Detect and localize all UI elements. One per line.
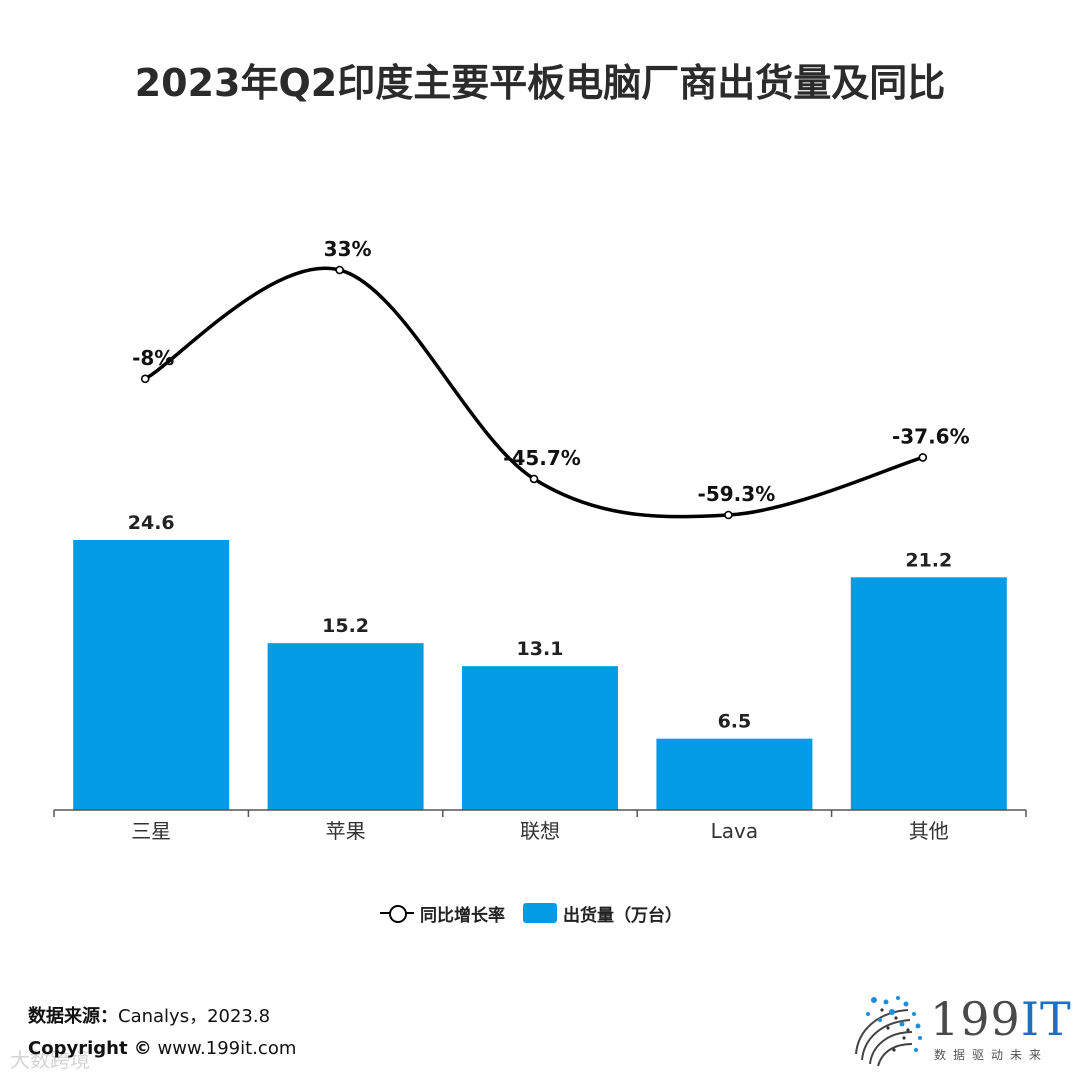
yoy-data-label: -8% <box>132 346 174 370</box>
bar-4 <box>850 577 1007 810</box>
watermark: 大数跨境 <box>10 1048 90 1072</box>
x-tick-label: 其他 <box>909 819 949 843</box>
yoy-point <box>529 474 539 484</box>
logo: 199IT 数据驱动未来 <box>848 990 1071 1070</box>
bar-2 <box>462 666 618 810</box>
legend: 同比增长率 出货量（万台） <box>380 898 682 928</box>
legend-line-label: 同比增长率 <box>420 905 505 926</box>
yoy-line-layer: -8% 33% -45.7% -59.3% -37.6% <box>132 237 970 520</box>
yoy-point <box>140 374 150 384</box>
bar-labels-layer: 24.6 15.2 13.1 6.5 21.2 <box>128 512 952 733</box>
logo-text-main: 199 <box>930 992 1021 1046</box>
copyright-value: www.199it.com <box>157 1038 297 1059</box>
source-label: 数据来源： <box>28 1006 118 1027</box>
data-source: 数据来源：Canalys，2023.8 <box>28 1002 270 1028</box>
yoy-data-label: -37.6% <box>892 424 970 448</box>
bar-data-label: 21.2 <box>905 549 952 571</box>
bar-data-label: 6.5 <box>718 711 752 733</box>
bar-0 <box>73 540 230 810</box>
legend-bar-label: 出货量（万台） <box>563 905 682 926</box>
legend-bar-swatch-icon <box>523 903 557 923</box>
copyright: Copyright © www.199it.com <box>28 1038 296 1059</box>
x-axis: 三星 苹果 联想 Lava 其他 <box>53 809 1027 843</box>
bars-layer <box>73 540 1007 810</box>
yoy-data-label: 33% <box>324 237 372 261</box>
copyright-label: Copyright © <box>28 1038 152 1059</box>
bar-data-label: 24.6 <box>128 512 175 534</box>
combo-chart: 24.615.213.16.521.2 三星 苹果 联想 Lava 其他 -8%33%-… <box>53 237 1027 843</box>
yoy-point <box>335 265 344 275</box>
source-value: Canalys，2023.8 <box>118 1006 271 1027</box>
yoy-point <box>918 453 928 462</box>
bar-data-label: 15.2 <box>322 615 369 637</box>
bar-1 <box>267 643 424 810</box>
x-tick-label: 三星 <box>131 819 171 843</box>
x-tick-label: 苹果 <box>326 819 366 843</box>
chart-title: 2023年Q2印度主要平板电脑厂商出货量及同比 <box>134 61 946 105</box>
logo-tagline: 数据驱动未来 <box>934 1048 1049 1062</box>
legend-line-marker-icon <box>380 903 414 923</box>
yoy-data-label: -45.7% <box>503 446 581 470</box>
yoy-point <box>724 510 733 520</box>
logo-dots-icon <box>855 996 922 1067</box>
x-tick-label: 联想 <box>520 819 560 843</box>
yoy-data-label: -59.3% <box>698 482 776 506</box>
bar-data-label: 13.1 <box>517 638 564 660</box>
yoy-line <box>144 266 924 519</box>
x-tick-label: Lava <box>711 819 759 843</box>
bar-3 <box>656 738 813 810</box>
logo-text: 199IT <box>930 992 1072 1046</box>
logo-text-accent: IT <box>1020 992 1072 1046</box>
